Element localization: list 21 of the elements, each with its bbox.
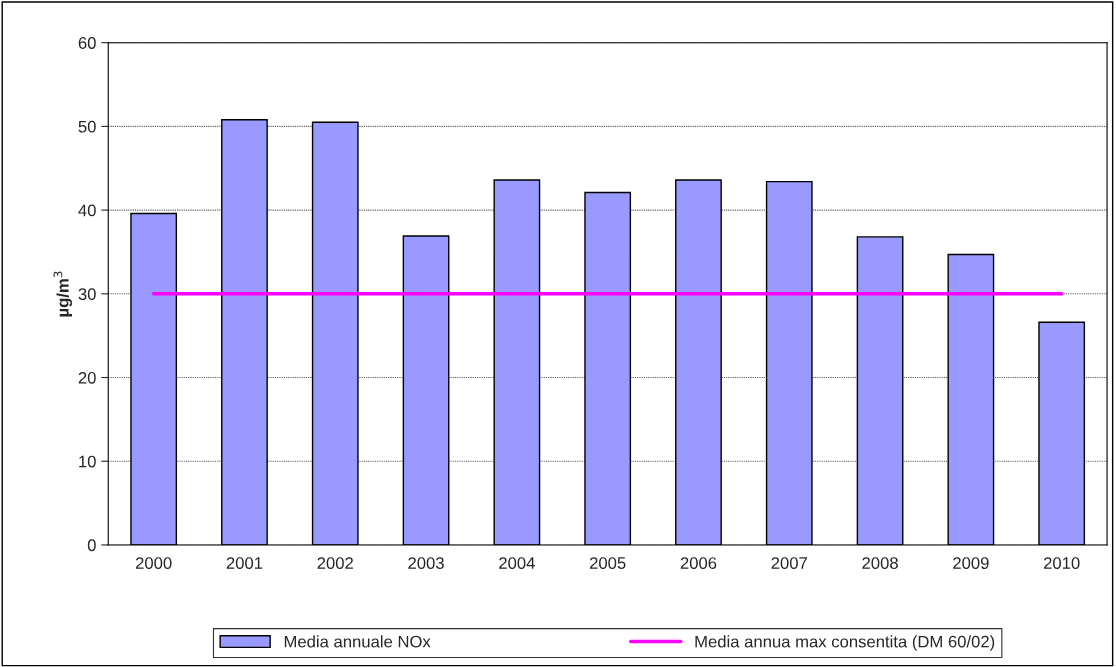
legend-label: Media annua max consentita (DM 60/02) — [695, 635, 995, 651]
x-tick-label: 2009 — [953, 557, 989, 569]
x-tick-label: 2000 — [135, 557, 172, 569]
x-tick-label: 2006 — [680, 557, 717, 569]
x-tick-label: 2005 — [589, 557, 626, 569]
y-tick-label: 20 — [78, 371, 96, 384]
y-tick-label: 10 — [79, 455, 96, 468]
y-tick-label: 30 — [78, 288, 96, 301]
y-tick-label: 0 — [87, 539, 96, 552]
x-tick-label: 2004 — [499, 557, 535, 569]
x-tick-label: 2008 — [862, 557, 898, 569]
y-tick-label: 50 — [78, 120, 96, 133]
legend-label: Media annuale NOx — [284, 635, 431, 648]
x-tick-label: 2007 — [771, 557, 807, 569]
x-tick-label: 2001 — [226, 557, 263, 569]
x-tick-label: 2002 — [317, 557, 353, 569]
x-tick-label: 2003 — [408, 557, 444, 569]
y-axis-title: µg/m$^{3}$ — [53, 271, 73, 317]
y-tick-label: 60 — [78, 37, 96, 49]
y-tick-label: 40 — [78, 204, 96, 217]
x-tick-label: 2010 — [1043, 557, 1080, 569]
